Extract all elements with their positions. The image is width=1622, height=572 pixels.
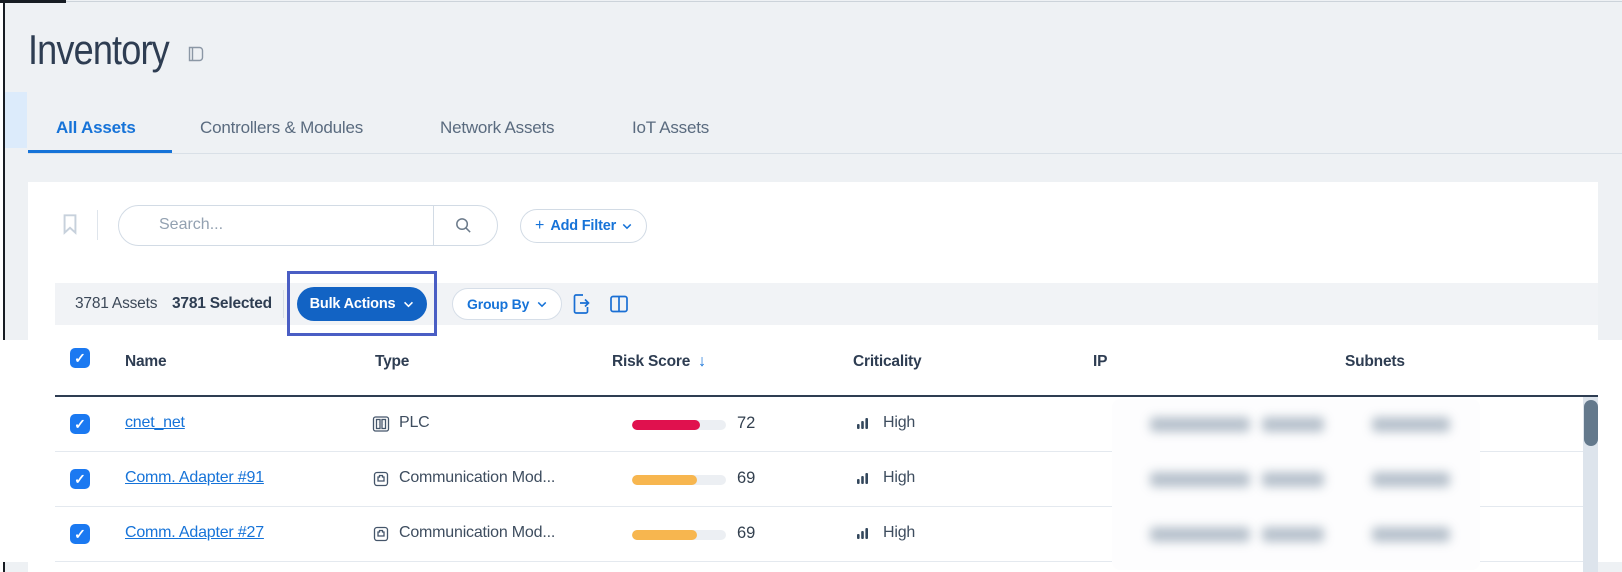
comm-module-icon (371, 469, 391, 489)
window-top-border (0, 0, 66, 3)
criticality-bars-icon (855, 470, 871, 486)
redacted-ip (1150, 417, 1250, 432)
column-header-type[interactable]: Type (375, 353, 409, 371)
column-header-subnets[interactable]: Subnets (1345, 353, 1405, 371)
risk-score-fill (632, 420, 700, 430)
tab-iot-assets[interactable]: IoT Assets (632, 118, 709, 138)
column-header-risk-score[interactable]: Risk Score↓ (612, 353, 706, 371)
redacted-subnet (1372, 527, 1450, 542)
asset-type: Communication Mod... (399, 524, 555, 542)
selected-count: 3781 Selected (172, 295, 272, 313)
plus-icon: + (535, 217, 544, 235)
sort-desc-icon[interactable]: ↓ (698, 353, 706, 370)
criticality-value: High (883, 524, 915, 542)
risk-score-value: 69 (737, 524, 755, 543)
redacted-columns-overlay (1112, 399, 1480, 570)
row-checkbox[interactable]: ✓ (70, 414, 90, 434)
risk-score-value: 69 (737, 469, 755, 488)
risk-score-bar (632, 420, 726, 430)
search-icon[interactable] (454, 216, 473, 235)
plc-rack-icon (371, 414, 391, 434)
guide-book-icon[interactable] (186, 44, 206, 64)
chevron-down-icon (403, 301, 414, 308)
column-header-ip[interactable]: IP (1093, 353, 1107, 371)
redacted-subnet (1372, 417, 1450, 432)
risk-score-bar (632, 475, 726, 485)
criticality-value: High (883, 414, 915, 432)
redacted-ip (1150, 527, 1250, 542)
divider (97, 210, 98, 240)
redacted-ip (1150, 472, 1250, 487)
criticality-bars-icon (855, 415, 871, 431)
asset-name-link[interactable]: Comm. Adapter #91 (125, 469, 264, 487)
redacted-subnet (1372, 472, 1450, 487)
row-checkbox[interactable]: ✓ (70, 524, 90, 544)
asset-type: PLC (399, 414, 430, 432)
bulk-actions-button[interactable]: Bulk Actions (297, 287, 427, 321)
add-filter-button[interactable]: + Add Filter (520, 209, 647, 243)
search-placeholder: Search... (159, 216, 223, 234)
assets-count: 3781 Assets (75, 295, 157, 313)
page-title: Inventory (28, 26, 169, 74)
risk-score-value: 72 (737, 414, 755, 433)
comm-module-icon (371, 524, 391, 544)
risk-score-fill (632, 530, 697, 540)
divider (283, 290, 284, 318)
asset-type: Communication Mod... (399, 469, 555, 487)
window-top-hairline (66, 1, 1622, 2)
column-header-name[interactable]: Name (125, 353, 166, 371)
search-input[interactable]: Search... (118, 205, 498, 246)
table-header-row: ✓ Name Type Risk Score↓ Criticality IP S… (0, 340, 1622, 397)
tabs-divider (28, 153, 1622, 154)
tab-network-assets[interactable]: Network Assets (440, 118, 554, 138)
criticality-bars-icon (855, 525, 871, 541)
export-icon[interactable] (569, 292, 593, 316)
criticality-value: High (883, 469, 915, 487)
row-checkbox[interactable]: ✓ (70, 469, 90, 489)
risk-score-bar (632, 530, 726, 540)
tab-all-assets[interactable]: All Assets (56, 118, 136, 138)
scrollbar-thumb[interactable] (1584, 400, 1598, 446)
divider (433, 206, 434, 245)
asset-name-link[interactable]: Comm. Adapter #27 (125, 524, 264, 542)
redacted-ip (1262, 417, 1324, 432)
asset-tabs: All Assets Controllers & Modules Network… (0, 112, 1622, 153)
tab-controllers-modules[interactable]: Controllers & Modules (200, 118, 363, 138)
risk-score-fill (632, 475, 697, 485)
select-all-checkbox[interactable]: ✓ (70, 348, 90, 368)
chevron-down-icon (622, 223, 632, 230)
asset-name-link[interactable]: cnet_net (125, 414, 185, 432)
group-by-button[interactable]: Group By (452, 288, 562, 320)
redacted-ip (1262, 527, 1324, 542)
column-header-criticality[interactable]: Criticality (853, 353, 921, 371)
vertical-scrollbar[interactable] (1583, 397, 1598, 572)
redacted-ip (1262, 472, 1324, 487)
chevron-down-icon (537, 301, 547, 308)
bookmark-icon[interactable] (57, 211, 83, 239)
columns-layout-icon[interactable] (607, 292, 631, 316)
inventory-page: Inventory All Assets Controllers & Modul… (0, 0, 1622, 572)
